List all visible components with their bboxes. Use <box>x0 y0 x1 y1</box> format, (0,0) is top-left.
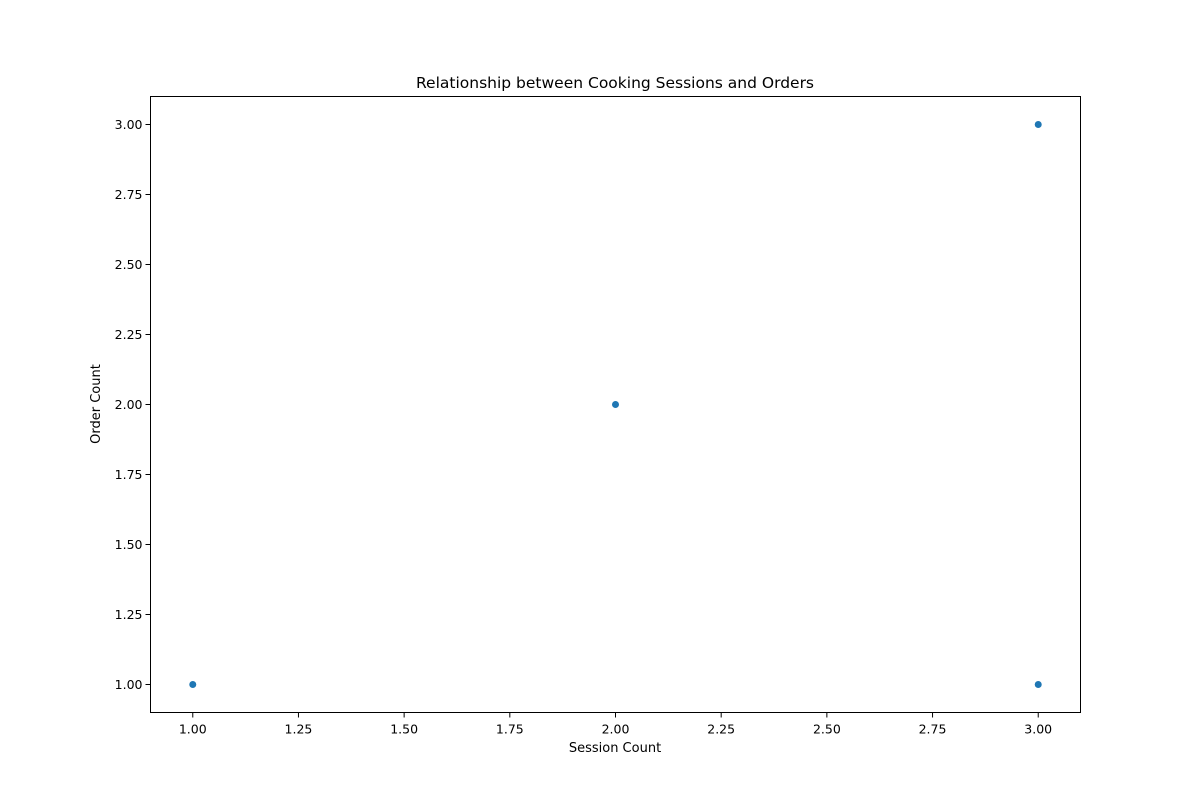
scatter-point <box>1034 680 1043 689</box>
y-tick-label: 2.00 <box>115 397 143 412</box>
x-tick-label: 2.75 <box>919 722 947 737</box>
y-tick-label: 1.00 <box>115 677 143 692</box>
scatter-point <box>188 680 197 689</box>
x-tick-label: 1.75 <box>496 722 524 737</box>
x-axis-label: Session Count <box>569 741 661 756</box>
chart-title: Relationship between Cooking Sessions an… <box>416 74 814 92</box>
scatter-point <box>611 400 620 409</box>
x-tick-label: 2.00 <box>602 722 630 737</box>
y-tick-label: 3.00 <box>115 117 143 132</box>
y-tick-label: 2.50 <box>115 257 143 272</box>
scatter-point <box>1034 120 1043 129</box>
x-tick-label: 2.50 <box>813 722 841 737</box>
x-tick-label: 1.00 <box>179 722 207 737</box>
x-tick-label: 3.00 <box>1024 722 1052 737</box>
y-tick-label: 1.75 <box>115 467 143 482</box>
y-tick-label: 1.25 <box>115 607 143 622</box>
x-axis-ticks: 1.00 1.25 1.50 1.75 2.00 2.25 2.50 2.75 3.00 <box>179 712 1052 737</box>
data-points <box>188 120 1043 689</box>
x-tick-label: 1.25 <box>285 722 313 737</box>
y-axis-ticks: 1.00 1.25 1.50 1.75 2.00 2.25 2.50 2.75 3.00 <box>115 117 151 692</box>
x-tick-label: 2.25 <box>707 722 735 737</box>
x-tick-label: 1.50 <box>390 722 418 737</box>
y-axis-label: Order Count <box>89 364 104 444</box>
y-tick-label: 1.50 <box>115 537 143 552</box>
y-tick-label: 2.75 <box>115 187 143 202</box>
y-tick-label: 2.25 <box>115 327 143 342</box>
